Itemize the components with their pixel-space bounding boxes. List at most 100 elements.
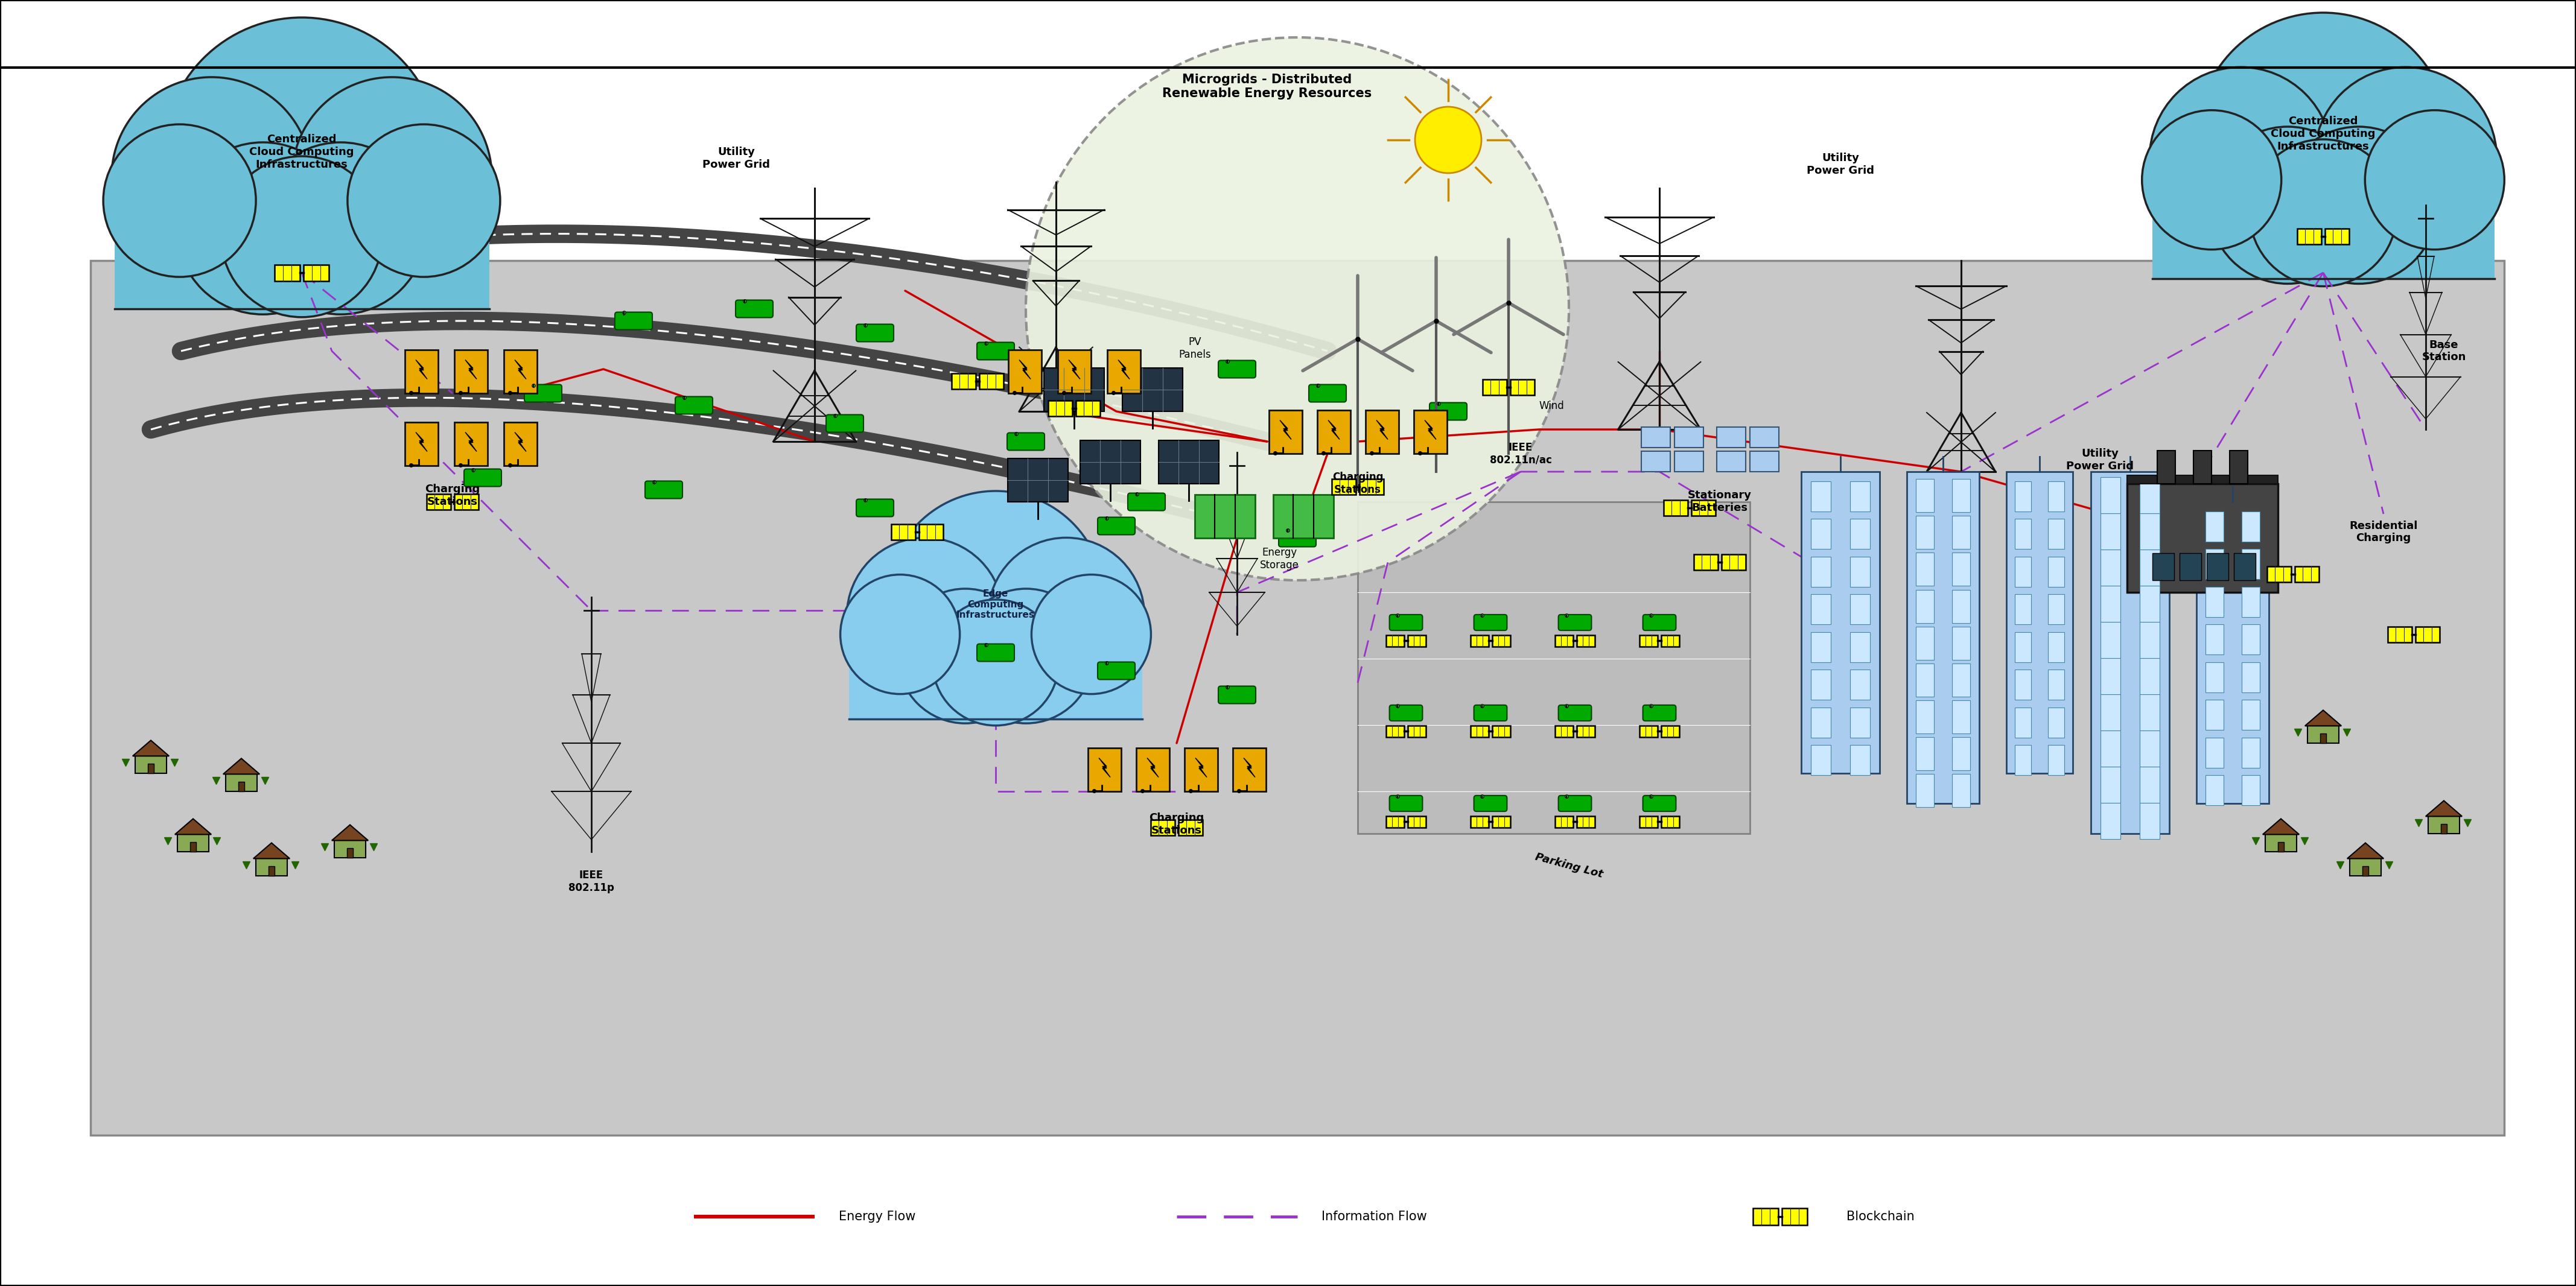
Circle shape <box>840 575 961 694</box>
Polygon shape <box>1146 757 1159 777</box>
FancyBboxPatch shape <box>1558 796 1592 811</box>
Bar <box>1953 737 1971 770</box>
FancyBboxPatch shape <box>1218 687 1255 703</box>
Polygon shape <box>515 432 526 451</box>
Bar <box>2048 594 2063 625</box>
Bar <box>1953 480 1971 512</box>
Bar <box>134 756 167 773</box>
FancyBboxPatch shape <box>1473 796 1507 811</box>
Bar <box>1662 815 1680 827</box>
Bar <box>2233 553 2257 580</box>
FancyBboxPatch shape <box>1430 403 1466 421</box>
Polygon shape <box>415 432 428 451</box>
Text: Residential
Charging: Residential Charging <box>2349 521 2419 544</box>
Bar <box>2241 549 2259 579</box>
Circle shape <box>111 77 312 276</box>
Bar <box>920 525 943 540</box>
Bar <box>1386 815 1404 827</box>
Circle shape <box>2210 126 2367 284</box>
Bar <box>1406 725 1427 737</box>
Bar <box>2179 553 2202 580</box>
Text: Utility
Power Grid: Utility Power Grid <box>2066 449 2133 472</box>
Bar <box>2099 694 2120 730</box>
Circle shape <box>2143 111 2282 249</box>
Bar <box>1850 707 1870 737</box>
FancyBboxPatch shape <box>1309 385 1347 403</box>
Polygon shape <box>90 261 2504 1136</box>
FancyBboxPatch shape <box>1097 517 1136 535</box>
Bar <box>1716 427 1747 448</box>
Text: Energy Flow: Energy Flow <box>840 1210 914 1223</box>
Bar <box>1716 451 1747 472</box>
Bar <box>2048 670 2063 700</box>
Text: Energy
Storage: Energy Storage <box>1260 547 1298 571</box>
Polygon shape <box>2427 801 2463 817</box>
FancyBboxPatch shape <box>1097 662 1136 679</box>
Text: Charging
Stations: Charging Stations <box>1149 813 1203 836</box>
Polygon shape <box>1020 360 1030 379</box>
FancyBboxPatch shape <box>616 312 652 329</box>
Bar <box>1108 350 1141 394</box>
FancyBboxPatch shape <box>644 481 683 499</box>
Polygon shape <box>131 741 170 756</box>
Bar <box>2014 670 2032 700</box>
Bar <box>1850 745 1870 775</box>
Bar <box>2205 586 2223 617</box>
Bar <box>2241 512 2259 541</box>
Bar <box>1577 725 1595 737</box>
FancyBboxPatch shape <box>1473 705 1507 721</box>
Bar <box>1358 502 1749 833</box>
Bar <box>1721 554 1747 570</box>
Bar <box>1556 725 1574 737</box>
Bar <box>237 782 245 791</box>
Circle shape <box>958 589 1092 723</box>
Bar <box>2048 707 2063 737</box>
FancyBboxPatch shape <box>1388 615 1422 630</box>
FancyBboxPatch shape <box>827 414 863 432</box>
Bar <box>1077 400 1100 417</box>
Bar <box>2099 513 2120 549</box>
Bar <box>348 849 353 858</box>
Bar <box>891 525 914 540</box>
FancyBboxPatch shape <box>1388 796 1422 811</box>
Bar <box>1273 495 1334 538</box>
Bar <box>147 764 155 773</box>
Bar <box>1953 626 1971 660</box>
Bar <box>1365 410 1399 454</box>
Bar <box>1151 819 1175 836</box>
Circle shape <box>291 77 492 276</box>
Bar <box>1850 557 1870 586</box>
Text: Microgrids - Distributed
Renewable Energy Resources: Microgrids - Distributed Renewable Energ… <box>1162 73 1373 99</box>
Circle shape <box>178 143 348 314</box>
Bar <box>1953 553 1971 586</box>
Bar <box>2231 450 2249 484</box>
Bar <box>1906 472 1978 804</box>
Bar <box>1492 725 1510 737</box>
Bar <box>1801 472 1880 773</box>
Bar <box>1043 368 1105 412</box>
Bar <box>1917 701 1935 733</box>
Bar <box>1185 748 1218 791</box>
Bar <box>2205 775 2223 805</box>
Text: Charging
Stations: Charging Stations <box>1332 472 1383 495</box>
Text: IEEE
802.11p: IEEE 802.11p <box>569 869 613 894</box>
FancyBboxPatch shape <box>526 385 562 403</box>
Bar <box>2141 658 2159 694</box>
Bar <box>1386 635 1404 647</box>
Polygon shape <box>1280 421 1291 440</box>
Bar <box>2205 662 2223 692</box>
Bar <box>1850 518 1870 549</box>
Bar <box>1406 815 1427 827</box>
Circle shape <box>2365 111 2504 249</box>
Bar <box>2141 549 2159 585</box>
FancyBboxPatch shape <box>976 342 1015 360</box>
Bar <box>2099 730 2120 766</box>
Bar <box>2141 766 2159 802</box>
Bar <box>255 859 289 876</box>
FancyBboxPatch shape <box>464 469 502 486</box>
Bar <box>2048 557 2063 586</box>
Bar <box>2241 662 2259 692</box>
Bar <box>1414 410 1448 454</box>
Bar <box>2241 737 2259 768</box>
Bar <box>1917 774 1935 808</box>
